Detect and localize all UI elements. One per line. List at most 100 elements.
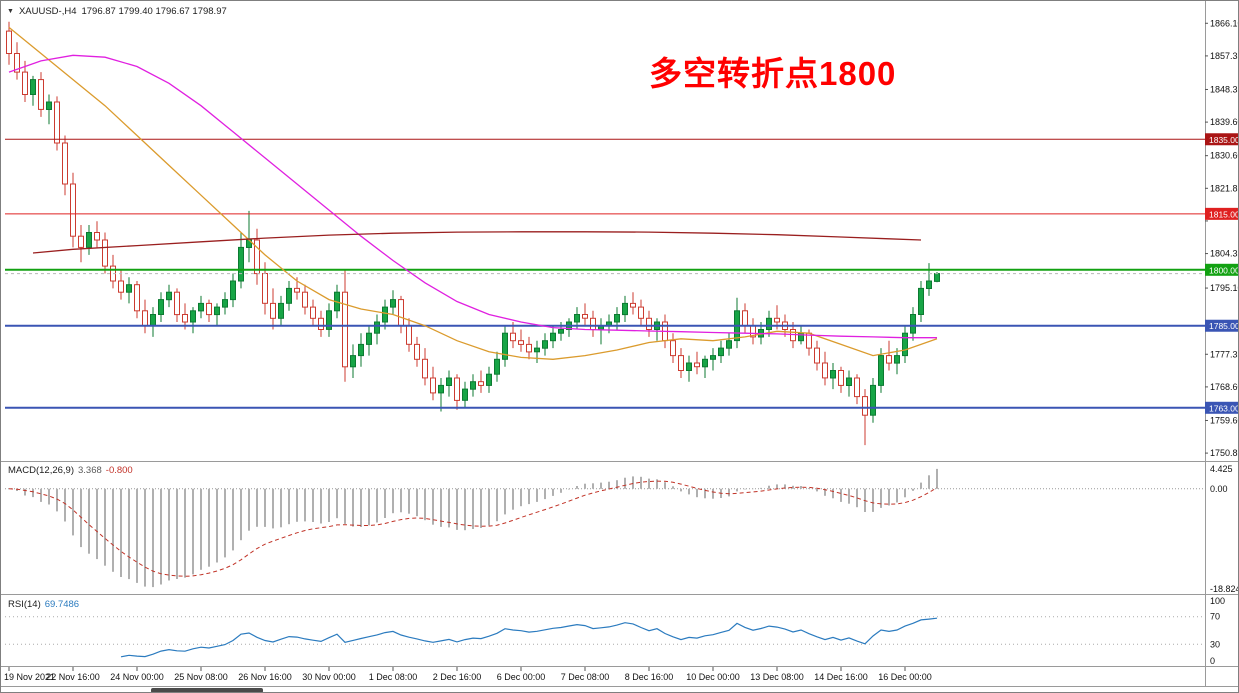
candle-up (542, 340, 548, 349)
price-axis-label: 1857.35 (1210, 51, 1239, 61)
price-badge-text: 1815.00 (1209, 209, 1239, 219)
macd-axis-max: 4.425 (1210, 464, 1233, 474)
candle-up (158, 299, 164, 316)
ma-magenta-line (8, 54, 937, 339)
candle-up (830, 370, 836, 379)
candle-up (198, 302, 204, 312)
rsi-axis-label: 100 (1210, 596, 1225, 606)
candle-down (134, 284, 140, 312)
candle-up (614, 314, 620, 323)
candle-down (54, 101, 60, 144)
candle-up (230, 280, 236, 301)
candle-up (46, 101, 52, 110)
ma-orange-line (8, 26, 938, 360)
candle-down (670, 340, 676, 357)
price-axis-label: 1759.60 (1210, 416, 1239, 426)
candle-up (214, 306, 220, 316)
price-axis-label: 1839.60 (1210, 117, 1239, 127)
candle-up (126, 284, 132, 293)
candle-up (326, 310, 332, 330)
ohlc-values: 1796.87 1799.40 1796.67 1798.97 (81, 6, 227, 17)
candle-down (822, 362, 828, 379)
candle-down (142, 310, 148, 327)
candle-up (918, 287, 924, 315)
candle-up (382, 306, 388, 323)
candle-up (446, 377, 452, 386)
candle-up (558, 329, 564, 334)
time-axis-label: 1 Dec 08:00 (369, 672, 418, 682)
candle-down (270, 302, 276, 319)
candle-down (6, 30, 12, 54)
price-badge-1815.00 (1205, 207, 1238, 220)
candle-up (870, 384, 876, 416)
candle-up (438, 384, 444, 394)
candle-up (358, 343, 364, 357)
candle-down (206, 302, 212, 316)
candle-down (478, 381, 484, 386)
candle-down (678, 355, 684, 372)
rsi-value: 69.7486 (44, 599, 80, 610)
time-axis-label: 24 Nov 00:00 (110, 672, 164, 682)
time-axis-label: 7 Dec 08:00 (561, 672, 610, 682)
macd-axis-zero: 0.00 (1210, 484, 1228, 494)
candle-up (902, 332, 908, 357)
price-axis-label: 1795.10 (1210, 283, 1239, 293)
price-axis-label: 1866.10 (1210, 18, 1239, 28)
candle-down (774, 317, 780, 323)
candle-down (262, 273, 268, 304)
candle-down (886, 355, 892, 364)
price-badge-1835.00 (1205, 133, 1238, 146)
candle-down (646, 317, 652, 330)
horizontal-scrollbar[interactable] (1, 687, 1238, 692)
candle-down (118, 280, 124, 293)
ma-darkred-line (32, 231, 922, 254)
price-axis-label: 1750.85 (1210, 448, 1239, 458)
rsi-name: RSI(14) (8, 599, 41, 610)
candle-down (102, 239, 108, 267)
candle-down (14, 53, 20, 73)
time-axis-label: 8 Dec 16:00 (625, 672, 674, 682)
candle-up (30, 79, 36, 95)
macd-signal-line (8, 480, 938, 577)
chart-title: ▼ XAUUSD-,H4 1796.87 1799.40 1796.67 179… (7, 6, 227, 17)
price-badge-text: 1800.00 (1209, 265, 1239, 275)
candle-up (486, 373, 492, 386)
candle-up (766, 317, 772, 330)
price-badge-text: 1763.00 (1209, 403, 1239, 413)
ohlc-toggle-icon[interactable]: ▼ (7, 8, 14, 15)
price-axis-label: 1821.85 (1210, 183, 1239, 193)
time-axis-label: 2 Dec 16:00 (433, 672, 482, 682)
macd-indicator-label: MACD(12,26,9) 3.368 -0.800 (8, 465, 133, 476)
candle-down (62, 142, 68, 185)
candle-up (702, 358, 708, 368)
candle-up (502, 332, 508, 360)
candle-down (526, 343, 532, 353)
time-axis-label: 19 Nov 2021 (4, 672, 55, 682)
price-badge-text: 1835.00 (1209, 135, 1239, 145)
candle-up (494, 358, 500, 375)
time-axis-label: 26 Nov 16:00 (238, 672, 292, 682)
candle-up (846, 377, 852, 386)
macd-name: MACD(12,26,9) (8, 465, 74, 476)
candle-down (342, 291, 348, 368)
scrollbar-thumb[interactable] (151, 688, 263, 692)
time-axis-label: 22 Nov 16:00 (46, 672, 100, 682)
candle-up (190, 310, 196, 323)
candle-down (414, 343, 420, 360)
time-axis-label: 6 Dec 00:00 (497, 672, 546, 682)
candle-up (366, 332, 372, 345)
macd-signal-value: -0.800 (105, 465, 133, 476)
candle-up (350, 355, 356, 368)
candle-down (78, 235, 84, 248)
candle-up (726, 340, 732, 349)
candle-up (278, 302, 284, 319)
candle-up (462, 388, 468, 401)
rsi-line (120, 617, 938, 658)
time-axis-label: 16 Dec 00:00 (878, 672, 932, 682)
candle-down (590, 317, 596, 330)
rsi-axis-label: 0 (1210, 656, 1215, 666)
price-badge-1800.00 (1205, 263, 1238, 276)
candle-up (934, 273, 940, 282)
